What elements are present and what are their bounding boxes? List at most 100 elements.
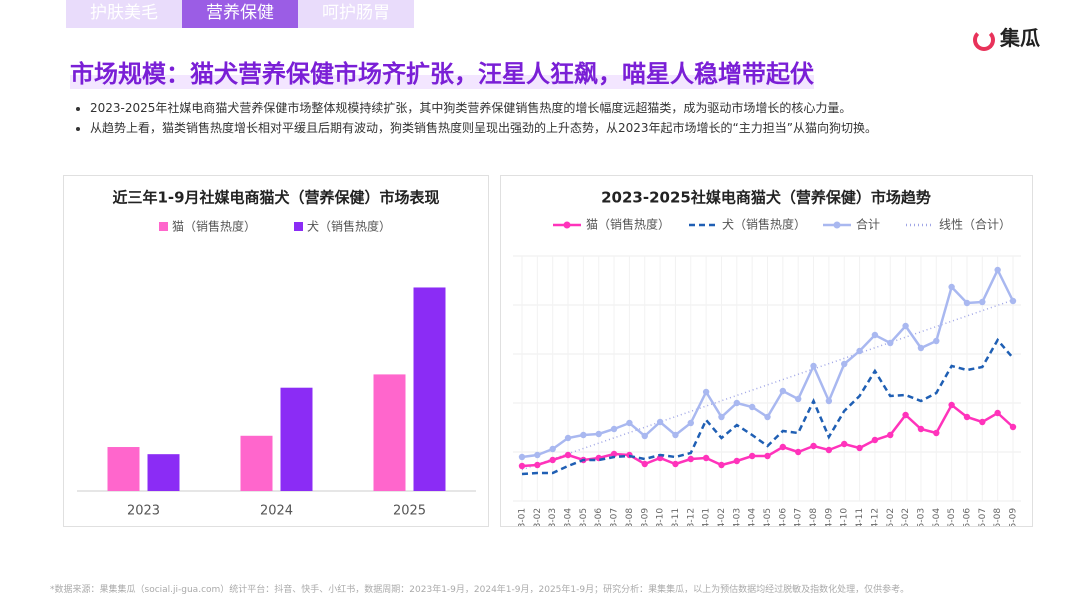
- x-tick-label: 24-05: [763, 508, 773, 526]
- point: [534, 451, 541, 459]
- point: [902, 322, 909, 330]
- bullet: 从趋势上看，猫类销售热度增长相对平缓且后期有波动，狗类销售热度则呈现出强劲的上升…: [90, 118, 1050, 138]
- point: [518, 453, 526, 461]
- title: 市场规模：猫犬营养保健市场齐扩张，汪星人狂飙，喵星人稳增带起伏: [70, 54, 814, 89]
- legend-label: 线性（合计）: [939, 217, 1011, 232]
- x-tick-label: 23-10: [656, 508, 666, 526]
- point: [564, 451, 572, 459]
- point: [963, 299, 971, 307]
- legend-marker: [833, 221, 841, 229]
- point: [902, 411, 909, 419]
- x-tick-label: 23-12: [686, 508, 696, 526]
- legend-label: 合计: [856, 217, 880, 232]
- point: [656, 418, 664, 426]
- legend-label: 猫（销售热度）: [586, 217, 670, 232]
- x-tick-label: 24-01: [702, 508, 712, 526]
- x-tick-label: 24-03: [732, 508, 742, 526]
- legend-swatch: [294, 222, 303, 231]
- point: [764, 413, 771, 421]
- x-tick-label: 24-11: [855, 508, 865, 526]
- footnote: *数据来源：果集集瓜（social.ji-gua.com）统计平台：抖音、快手、…: [50, 585, 910, 595]
- point: [887, 431, 894, 439]
- tab[interactable]: 呵护肠胃: [298, 0, 414, 28]
- point: [856, 444, 863, 452]
- point: [610, 425, 618, 433]
- logo: 集瓜: [973, 22, 1040, 51]
- x-tick-label: 23-09: [640, 508, 650, 526]
- point: [672, 431, 679, 439]
- point: [917, 344, 925, 352]
- point: [748, 452, 756, 460]
- point: [979, 298, 986, 306]
- point: [779, 443, 787, 451]
- point: [948, 283, 955, 291]
- chart-title: 2023-2025社媒电商猫犬（营养保健）市场趋势: [601, 189, 931, 207]
- x-tick-label: 23-02: [533, 508, 543, 526]
- x-tick-label: 23-08: [625, 508, 635, 526]
- x-tick-label: 23-11: [671, 508, 681, 526]
- point: [718, 413, 725, 421]
- point: [841, 360, 848, 368]
- point: [549, 456, 556, 464]
- tab[interactable]: 护肤美毛: [66, 0, 182, 28]
- x-tick-label: 24-06: [778, 508, 788, 526]
- point: [810, 442, 817, 450]
- bar: [413, 287, 446, 491]
- chart-title: 近三年1-9月社媒电商猫犬（营养保健）市场表现: [112, 189, 439, 207]
- x-tick-label: 25-05: [947, 508, 957, 526]
- point: [841, 440, 848, 448]
- x-tick-label: 24-04: [748, 508, 758, 526]
- x-tick-label: 25-04: [932, 508, 942, 526]
- legend-label: 犬（销售热度）: [307, 219, 391, 234]
- x-tick-label: 23-03: [548, 508, 558, 526]
- x-tick-label: 23-07: [610, 508, 620, 526]
- x-tick-label: 24-08: [809, 508, 819, 526]
- point: [1009, 297, 1017, 305]
- x-tick-label: 24-12: [870, 508, 880, 526]
- point: [933, 337, 940, 345]
- bar: [280, 387, 313, 491]
- tab[interactable]: 营养保健: [182, 0, 298, 28]
- point: [718, 461, 725, 469]
- point: [733, 399, 741, 407]
- point: [641, 432, 648, 440]
- point: [917, 425, 925, 433]
- point: [549, 445, 556, 453]
- point: [933, 429, 940, 437]
- x-tick-label: 23-05: [579, 508, 589, 526]
- point: [764, 452, 771, 460]
- point: [702, 454, 710, 462]
- bar: [240, 435, 273, 491]
- point: [810, 362, 817, 370]
- x-tick-label: 25-09: [1009, 508, 1019, 526]
- card: 近三年1-9月社媒电商猫犬（营养保健）市场表现 猫（销售热度） 犬（销售热度） 202…: [63, 175, 489, 527]
- tabs: 护肤美毛 营养保健 呵护肠胃: [66, 0, 414, 28]
- point: [794, 448, 802, 456]
- bar: [107, 447, 140, 491]
- point: [871, 331, 879, 339]
- x-tick-label: 24-02: [717, 508, 727, 526]
- legend-marker: [563, 221, 571, 229]
- point: [963, 413, 971, 421]
- card: 2023-2025社媒电商猫犬（营养保健）市场趋势 猫（销售热度） 犬（销售热度） 合…: [500, 175, 1033, 534]
- point: [610, 450, 618, 458]
- point: [994, 266, 1001, 274]
- point: [733, 457, 741, 465]
- bullets: 2023-2025年社媒电商猫犬营养保健市场整体规模持续扩张，其中狗类营养保健销…: [76, 98, 1050, 138]
- x-tick-label: 24-07: [794, 508, 804, 526]
- x-tick-label: 23-01: [518, 508, 528, 526]
- point: [702, 388, 710, 396]
- x-tick-label: 25-06: [962, 508, 972, 526]
- point: [994, 409, 1001, 417]
- x-tick-label: 25-08: [993, 508, 1003, 526]
- x-tick-label: 2023: [127, 504, 160, 519]
- point: [687, 455, 694, 463]
- point: [1009, 423, 1017, 431]
- point: [948, 401, 955, 409]
- x-tick-label: 2024: [260, 504, 293, 519]
- point: [687, 419, 694, 427]
- point: [856, 347, 863, 355]
- x-tick-label: 25-07: [978, 508, 988, 526]
- point: [887, 339, 894, 347]
